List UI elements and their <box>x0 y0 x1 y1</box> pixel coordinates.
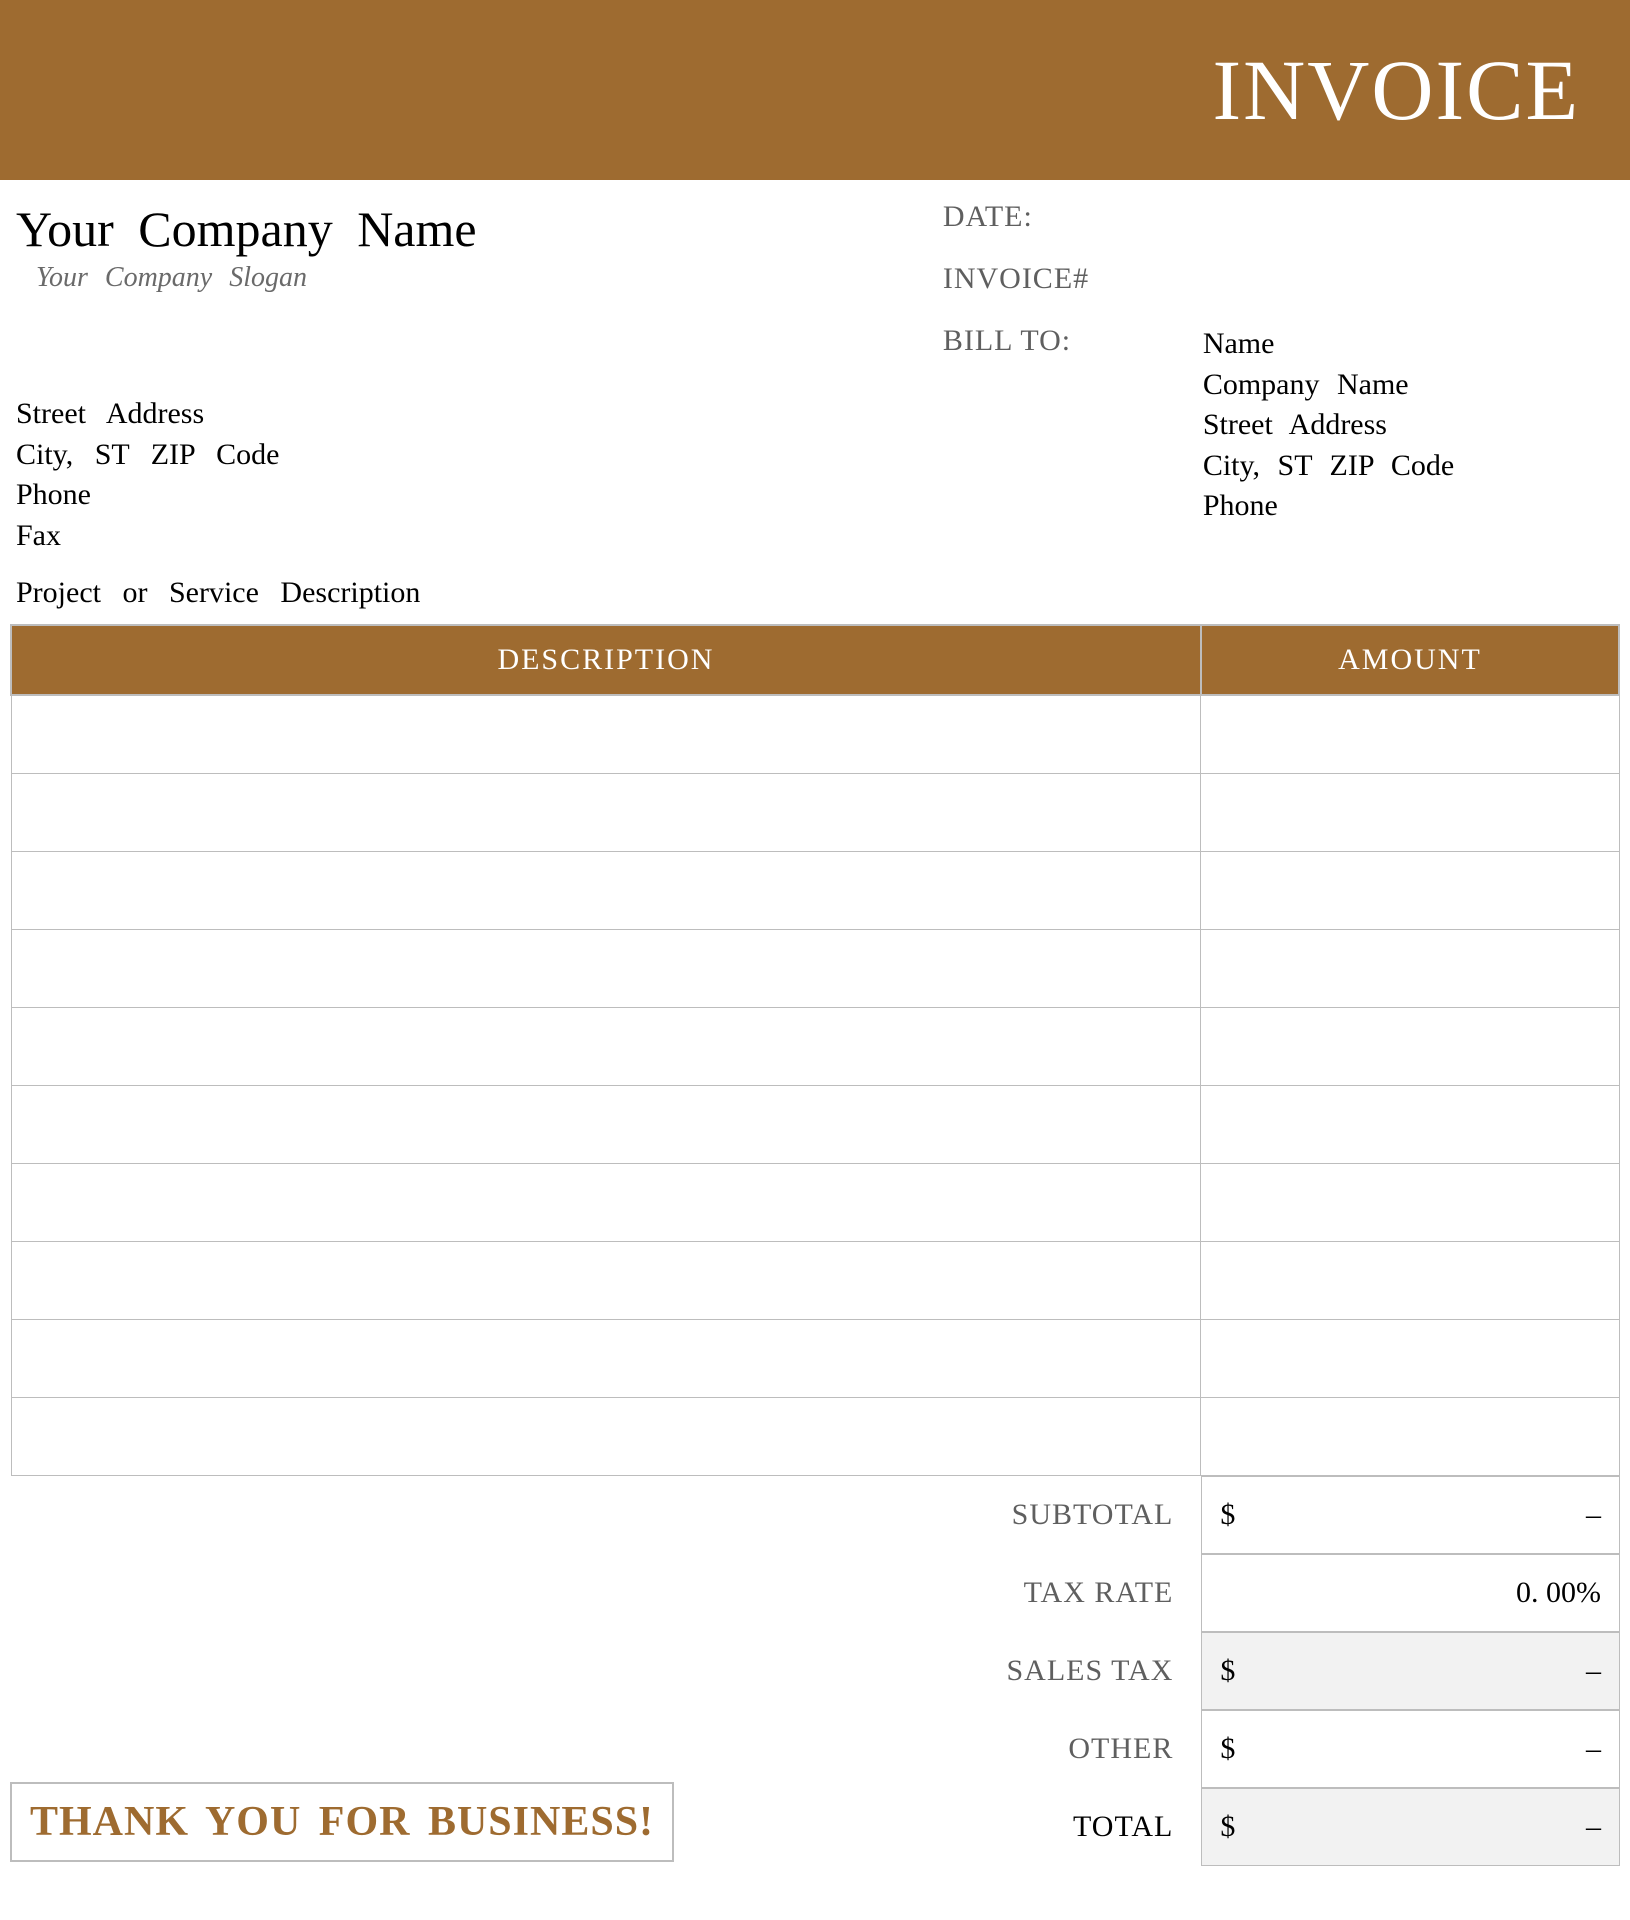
totals-row-total: TOTAL $ – <box>815 1788 1620 1866</box>
bill-to-line: Street Address <box>1203 405 1614 446</box>
table-row <box>11 1241 1619 1319</box>
company-slogan: Your Company Slogan <box>36 262 943 294</box>
meta-row-bill-to: BILL TO: Name Company Name Street Addres… <box>943 324 1614 527</box>
totals-row-salestax: SALES TAX $ – <box>815 1632 1620 1710</box>
invoice-banner: INVOICE <box>0 0 1630 180</box>
thank-you-box: THANK YOU FOR BUSINESS! <box>10 1782 674 1862</box>
thank-you-zone: THANK YOU FOR BUSINESS! <box>10 1476 815 1866</box>
table-row <box>11 695 1619 773</box>
cell-amount <box>1201 1241 1619 1319</box>
cell-description <box>11 773 1201 851</box>
cell-description <box>11 1085 1201 1163</box>
totals-row-taxrate: TAX RATE 0. 00% <box>815 1554 1620 1632</box>
totals-row-subtotal: SUBTOTAL $ – <box>815 1476 1620 1554</box>
other-value: – <box>1586 1732 1601 1766</box>
totals-section: THANK YOU FOR BUSINESS! SUBTOTAL $ – TAX… <box>10 1476 1620 1866</box>
cell-amount <box>1201 773 1619 851</box>
currency-symbol: $ <box>1220 1654 1235 1688</box>
cell-description <box>11 851 1201 929</box>
company-address-line: Phone <box>16 475 943 516</box>
project-description-label: Project or Service Description <box>0 566 1630 624</box>
other-label: OTHER <box>815 1710 1201 1788</box>
table-row <box>11 851 1619 929</box>
company-address-line: City, ST ZIP Code <box>16 435 943 476</box>
currency-symbol: $ <box>1220 1810 1235 1844</box>
taxrate-label: TAX RATE <box>815 1554 1201 1632</box>
subtotal-label: SUBTOTAL <box>815 1476 1201 1554</box>
bill-to-line: Name <box>1203 324 1614 365</box>
company-address-line: Fax <box>16 516 943 557</box>
table-row <box>11 1319 1619 1397</box>
bill-to-label: BILL TO: <box>943 324 1203 527</box>
salestax-label: SALES TAX <box>815 1632 1201 1710</box>
cell-description <box>11 1241 1201 1319</box>
cell-amount <box>1201 1007 1619 1085</box>
totals-grid: SUBTOTAL $ – TAX RATE 0. 00% SALES TAX $… <box>815 1476 1620 1866</box>
date-label: DATE: <box>943 200 1203 234</box>
meta-row-invoice-no: INVOICE# <box>943 262 1614 296</box>
cell-description <box>11 929 1201 1007</box>
invoice-no-label: INVOICE# <box>943 262 1203 296</box>
taxrate-value: 0. 00% <box>1516 1576 1601 1610</box>
cell-amount <box>1201 1397 1619 1475</box>
bill-to-block: Name Company Name Street Address City, S… <box>1203 324 1614 527</box>
cell-amount <box>1201 695 1619 773</box>
subtotal-cell: $ – <box>1201 1476 1620 1554</box>
cell-description <box>11 1007 1201 1085</box>
cell-amount <box>1201 1163 1619 1241</box>
bill-to-line: Company Name <box>1203 365 1614 406</box>
cell-description <box>11 695 1201 773</box>
cell-description <box>11 1163 1201 1241</box>
total-value: – <box>1586 1810 1601 1844</box>
invoice-title: INVOICE <box>1213 40 1581 140</box>
totals-row-other: OTHER $ – <box>815 1710 1620 1788</box>
meta-block: DATE: INVOICE# BILL TO: Name Company Nam… <box>943 200 1614 556</box>
cell-description <box>11 1397 1201 1475</box>
meta-row-date: DATE: <box>943 200 1614 234</box>
line-items-table: DESCRIPTION AMOUNT <box>10 624 1620 1476</box>
other-cell: $ – <box>1201 1710 1620 1788</box>
table-row <box>11 1163 1619 1241</box>
bill-to-line: Phone <box>1203 486 1614 527</box>
company-address-line: Street Address <box>16 394 943 435</box>
taxrate-cell: 0. 00% <box>1201 1554 1620 1632</box>
currency-symbol: $ <box>1220 1498 1235 1532</box>
cell-description <box>11 1319 1201 1397</box>
company-block: Your Company Name Your Company Slogan St… <box>16 200 943 556</box>
table-row <box>11 1085 1619 1163</box>
table-row <box>11 1007 1619 1085</box>
line-items-body <box>11 695 1619 1475</box>
salestax-value: – <box>1586 1654 1601 1688</box>
cell-amount <box>1201 1085 1619 1163</box>
subtotal-value: – <box>1586 1498 1601 1532</box>
total-label: TOTAL <box>815 1788 1201 1866</box>
currency-symbol: $ <box>1220 1732 1235 1766</box>
bill-to-line: City, ST ZIP Code <box>1203 446 1614 487</box>
total-cell: $ – <box>1201 1788 1620 1866</box>
table-row <box>11 1397 1619 1475</box>
table-row <box>11 929 1619 1007</box>
cell-amount <box>1201 929 1619 1007</box>
cell-amount <box>1201 1319 1619 1397</box>
company-name: Your Company Name <box>16 200 943 258</box>
table-row <box>11 773 1619 851</box>
col-header-amount: AMOUNT <box>1201 625 1619 695</box>
col-header-description: DESCRIPTION <box>11 625 1201 695</box>
top-section: Your Company Name Your Company Slogan St… <box>0 180 1630 566</box>
cell-amount <box>1201 851 1619 929</box>
salestax-cell: $ – <box>1201 1632 1620 1710</box>
